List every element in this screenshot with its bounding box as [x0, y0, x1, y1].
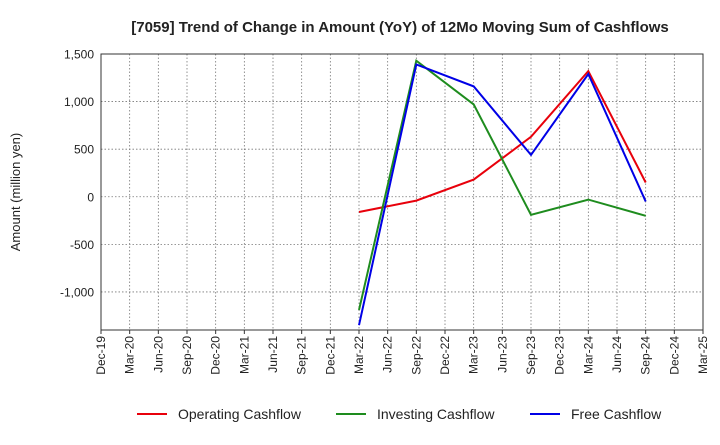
x-tick-label: Dec-19 — [94, 336, 108, 375]
x-tick-label: Mar-24 — [581, 336, 595, 374]
legend-label: Free Cashflow — [571, 406, 662, 422]
x-tick-label: Jun-20 — [151, 336, 165, 373]
x-tick-label: Sep-24 — [639, 336, 653, 375]
x-tick-label: Sep-22 — [409, 336, 423, 375]
plot-area — [101, 54, 703, 330]
x-tick-label: Dec-21 — [323, 336, 337, 375]
x-tick-label: Sep-20 — [180, 336, 194, 375]
x-tick-label: Dec-22 — [438, 336, 452, 375]
x-tick-label: Jun-22 — [381, 336, 395, 373]
y-tick-label: 0 — [87, 190, 94, 204]
legend-label: Investing Cashflow — [377, 406, 495, 422]
x-tick-label: Mar-22 — [352, 336, 366, 374]
plot-border — [100, 53, 704, 331]
x-tick-label: Jun-21 — [266, 336, 280, 373]
legend-label: Operating Cashflow — [178, 406, 302, 422]
legend-item: Operating Cashflow — [137, 406, 302, 422]
x-tick-label: Mar-25 — [696, 336, 710, 374]
y-tick-label: 500 — [74, 143, 94, 157]
series-line-investing-cashflow — [358, 58, 646, 311]
x-tick-label: Sep-21 — [295, 336, 309, 375]
x-tick-label: Mar-21 — [237, 336, 251, 374]
y-tick-label: 1,000 — [64, 95, 94, 109]
x-tick-label: Dec-24 — [667, 336, 681, 375]
x-tick-label: Mar-20 — [123, 336, 137, 374]
series-line-free-cashflow — [358, 63, 647, 326]
legend: Operating Cashflow Investing Cashflow Free… — [137, 406, 662, 422]
legend-item: Free Cashflow — [530, 406, 662, 422]
series-layer — [358, 58, 647, 326]
legend-item: Investing Cashflow — [336, 406, 495, 422]
x-tick-label: Sep-23 — [524, 336, 538, 375]
y-tick-label: 1,500 — [64, 48, 94, 62]
x-tick-label: Jun-24 — [610, 336, 624, 373]
x-tick-label: Mar-23 — [467, 336, 481, 374]
y-tick-label: -1,000 — [60, 285, 94, 299]
x-tick-label: Jun-23 — [495, 336, 509, 373]
y-tick-label: -500 — [70, 238, 94, 252]
x-tick-label: Dec-23 — [553, 336, 567, 375]
x-tick-label: Dec-20 — [209, 336, 223, 375]
axis-layer: 1,500 1,000 500 0 -500 -1,000 Dec-19 Mar-20 Jun-… — [60, 48, 710, 375]
chart-title: [7059] Trend of Change in Amount (YoY) o… — [131, 19, 669, 36]
y-axis-label: Amount (million yen) — [8, 133, 23, 252]
grid-layer — [101, 54, 703, 330]
